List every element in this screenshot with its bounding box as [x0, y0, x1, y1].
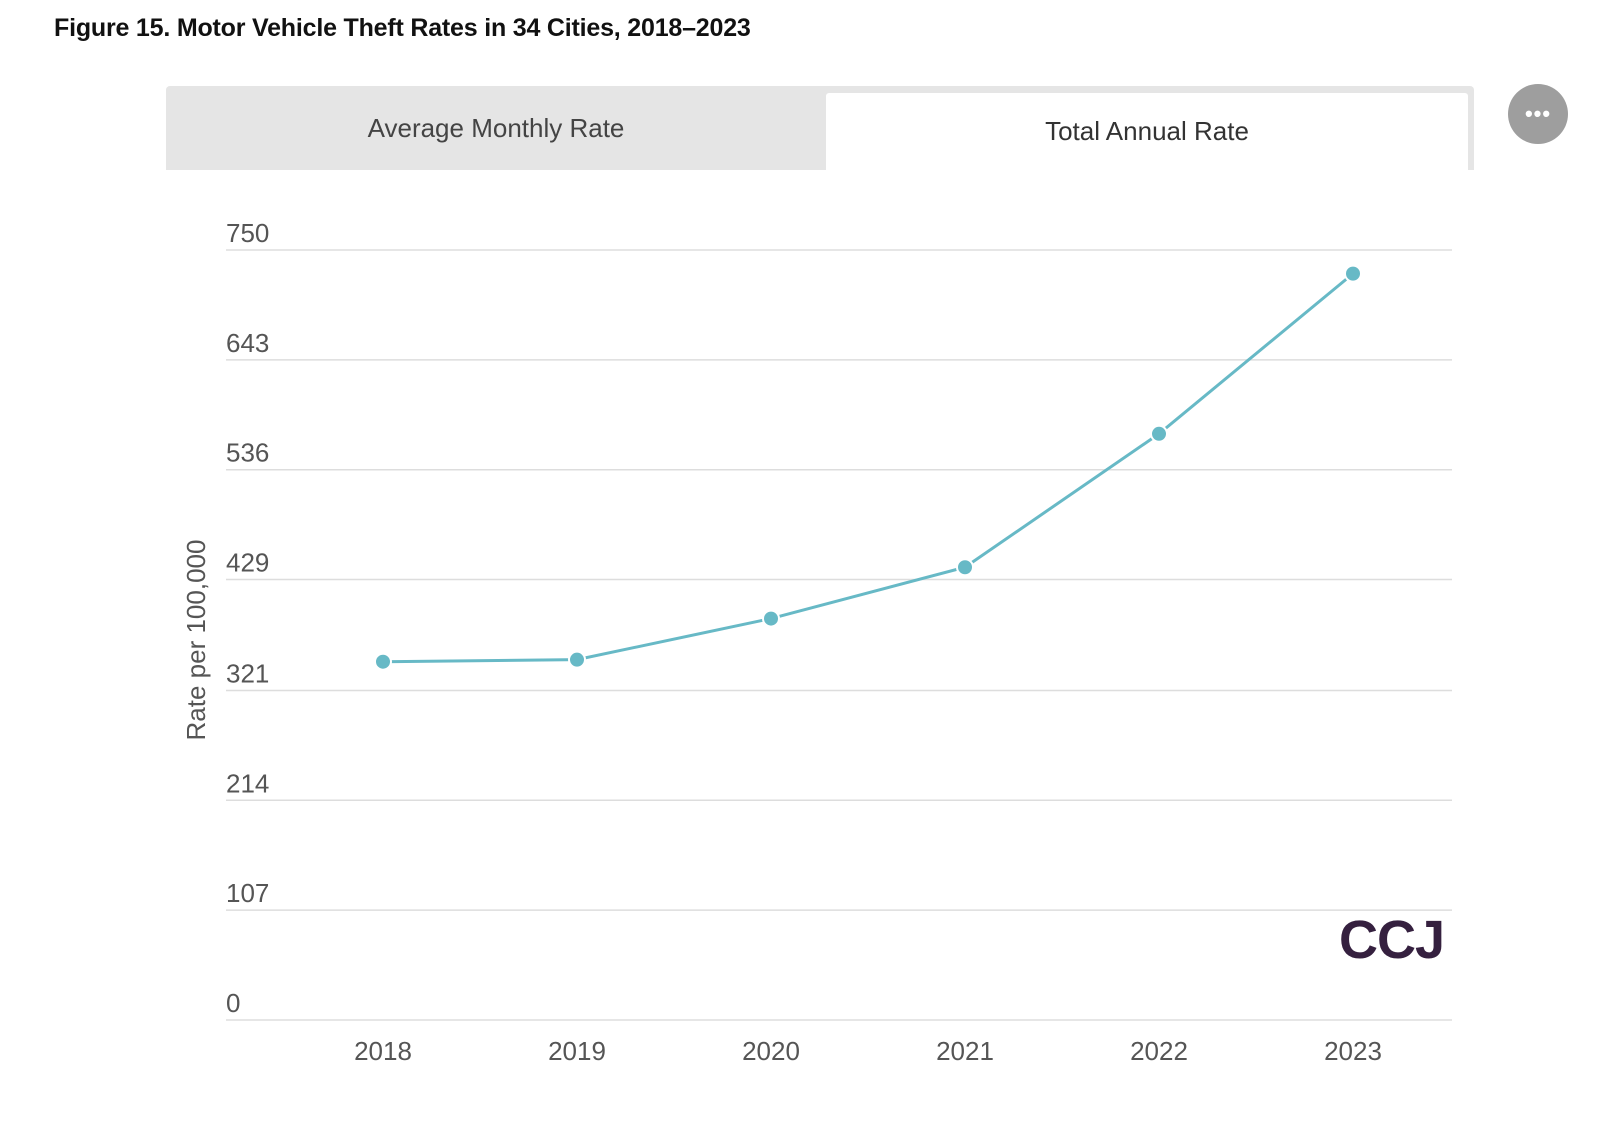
- data-point[interactable]: [762, 609, 780, 628]
- data-point[interactable]: [374, 652, 392, 671]
- y-tick-label: 429: [226, 548, 269, 578]
- y-tick-label: 321: [226, 658, 269, 688]
- x-tick-label: 2023: [1324, 1036, 1382, 1066]
- x-tick-labels: 2018 2019 2020 2021 2022 2023: [354, 1036, 1382, 1066]
- more-options-icon: •••: [1524, 101, 1552, 126]
- y-tick-labels: 0 107 214 321 429 536 643 750: [226, 218, 269, 1018]
- tab-average-monthly-rate[interactable]: Average Monthly Rate: [367, 112, 625, 143]
- figure-title: Figure 15. Motor Vehicle Theft Rates in …: [54, 14, 751, 42]
- data-point[interactable]: [1344, 264, 1362, 283]
- tab-total-annual-rate[interactable]: Total Annual Rate: [826, 93, 1468, 170]
- series-line: [382, 272, 1354, 664]
- x-tick-label: 2018: [354, 1036, 412, 1066]
- y-tick-label: 536: [226, 438, 269, 468]
- more-options-button[interactable]: •••: [1508, 84, 1568, 144]
- x-tick-label: 2019: [548, 1036, 606, 1066]
- y-axis-label: Rate per 100,000: [181, 540, 211, 741]
- x-tick-label: 2020: [742, 1036, 800, 1066]
- y-tick-label: 214: [226, 768, 269, 798]
- y-tick-label: 0: [226, 988, 240, 1018]
- tab-bar: Average Monthly Rate Total Annual Rate: [166, 86, 1474, 170]
- data-point[interactable]: [1150, 424, 1168, 443]
- data-point[interactable]: [568, 650, 586, 669]
- y-tick-label: 643: [226, 328, 269, 358]
- y-tick-label: 107: [226, 878, 269, 908]
- data-point[interactable]: [956, 558, 974, 577]
- series-layer: [374, 264, 1362, 671]
- gridlines: [226, 249, 1452, 1021]
- x-tick-label: 2022: [1130, 1036, 1188, 1066]
- y-tick-label: 750: [226, 218, 269, 248]
- x-tick-label: 2021: [936, 1036, 994, 1066]
- ccj-logo: CCJ: [1339, 910, 1444, 970]
